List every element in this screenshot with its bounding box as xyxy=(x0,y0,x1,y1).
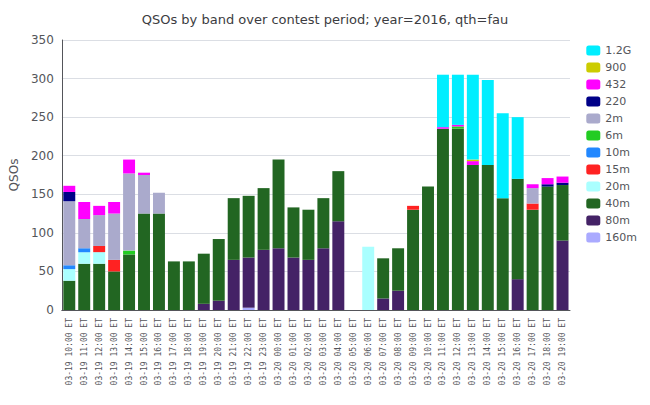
svg-text:03-19 22:00 ET: 03-19 22:00 ET xyxy=(244,318,253,386)
svg-text:150: 150 xyxy=(31,187,54,201)
svg-text:6m: 6m xyxy=(605,129,623,142)
svg-text:03-19 15:00 ET: 03-19 15:00 ET xyxy=(140,318,149,386)
svg-text:2m: 2m xyxy=(605,112,623,125)
svg-text:03-20 11:00 ET: 03-20 11:00 ET xyxy=(438,318,447,386)
svg-text:03-19 23:00 ET: 03-19 23:00 ET xyxy=(259,318,268,386)
svg-text:QSOs by band over contest peri: QSOs by band over contest period; year=2… xyxy=(142,12,509,27)
svg-text:250: 250 xyxy=(31,110,54,124)
svg-text:03-19 12:00 ET: 03-19 12:00 ET xyxy=(95,318,104,386)
svg-text:03-20 08:00 ET: 03-20 08:00 ET xyxy=(394,318,403,386)
svg-text:03-19 10:00 ET: 03-19 10:00 ET xyxy=(65,318,74,386)
svg-text:03-19 11:00 ET: 03-19 11:00 ET xyxy=(80,318,89,386)
svg-text:200: 200 xyxy=(31,149,54,163)
svg-text:03-20 05:00 ET: 03-20 05:00 ET xyxy=(349,318,358,386)
svg-text:03-19 16:00 ET: 03-19 16:00 ET xyxy=(154,318,163,386)
svg-text:03-19 17:00 ET: 03-19 17:00 ET xyxy=(169,318,178,386)
svg-text:03-20 02:00 ET: 03-20 02:00 ET xyxy=(304,318,313,386)
svg-text:03-19 14:00 ET: 03-19 14:00 ET xyxy=(125,318,134,386)
svg-text:03-19 20:00 ET: 03-19 20:00 ET xyxy=(214,318,223,386)
svg-text:15m: 15m xyxy=(605,163,630,176)
svg-text:03-20 12:00 ET: 03-20 12:00 ET xyxy=(453,318,462,386)
svg-text:1.2G: 1.2G xyxy=(605,44,631,57)
svg-text:03-19 19:00 ET: 03-19 19:00 ET xyxy=(199,318,208,386)
svg-text:160m: 160m xyxy=(605,231,637,244)
svg-text:03-20 06:00 ET: 03-20 06:00 ET xyxy=(364,318,373,386)
svg-text:03-20 10:00 ET: 03-20 10:00 ET xyxy=(424,318,433,386)
svg-text:10m: 10m xyxy=(605,146,630,159)
svg-text:03-20 17:00 ET: 03-20 17:00 ET xyxy=(528,318,537,386)
svg-text:03-19 13:00 ET: 03-19 13:00 ET xyxy=(110,318,119,386)
svg-text:03-20 09:00 ET: 03-20 09:00 ET xyxy=(409,318,418,386)
svg-text:03-20 18:00 ET: 03-20 18:00 ET xyxy=(543,318,552,386)
svg-text:03-20 01:00 ET: 03-20 01:00 ET xyxy=(289,318,298,386)
svg-text:03-20 19:00 ET: 03-20 19:00 ET xyxy=(558,318,567,386)
svg-text:0: 0 xyxy=(46,303,54,317)
svg-text:03-20 03:00 ET: 03-20 03:00 ET xyxy=(319,318,328,386)
svg-text:900: 900 xyxy=(605,61,626,74)
svg-text:03-19 18:00 ET: 03-19 18:00 ET xyxy=(184,318,193,386)
svg-text:03-20 14:00 ET: 03-20 14:00 ET xyxy=(483,318,492,386)
svg-text:350: 350 xyxy=(31,33,54,47)
svg-text:03-20 13:00 ET: 03-20 13:00 ET xyxy=(468,318,477,386)
svg-text:03-20 16:00 ET: 03-20 16:00 ET xyxy=(513,318,522,386)
svg-text:QSOs: QSOs xyxy=(7,159,21,192)
svg-text:80m: 80m xyxy=(605,214,630,227)
svg-text:03-20 00:00 ET: 03-20 00:00 ET xyxy=(274,318,283,386)
svg-text:03-20 07:00 ET: 03-20 07:00 ET xyxy=(379,318,388,386)
svg-text:220: 220 xyxy=(605,95,626,108)
svg-text:40m: 40m xyxy=(605,197,630,210)
svg-text:100: 100 xyxy=(31,226,54,240)
svg-text:03-19 21:00 ET: 03-19 21:00 ET xyxy=(229,318,238,386)
svg-text:432: 432 xyxy=(605,78,626,91)
svg-text:03-20 04:00 ET: 03-20 04:00 ET xyxy=(334,318,343,386)
svg-text:03-20 15:00 ET: 03-20 15:00 ET xyxy=(498,318,507,386)
svg-text:50: 50 xyxy=(39,264,54,278)
svg-text:300: 300 xyxy=(31,72,54,86)
svg-text:20m: 20m xyxy=(605,180,630,193)
